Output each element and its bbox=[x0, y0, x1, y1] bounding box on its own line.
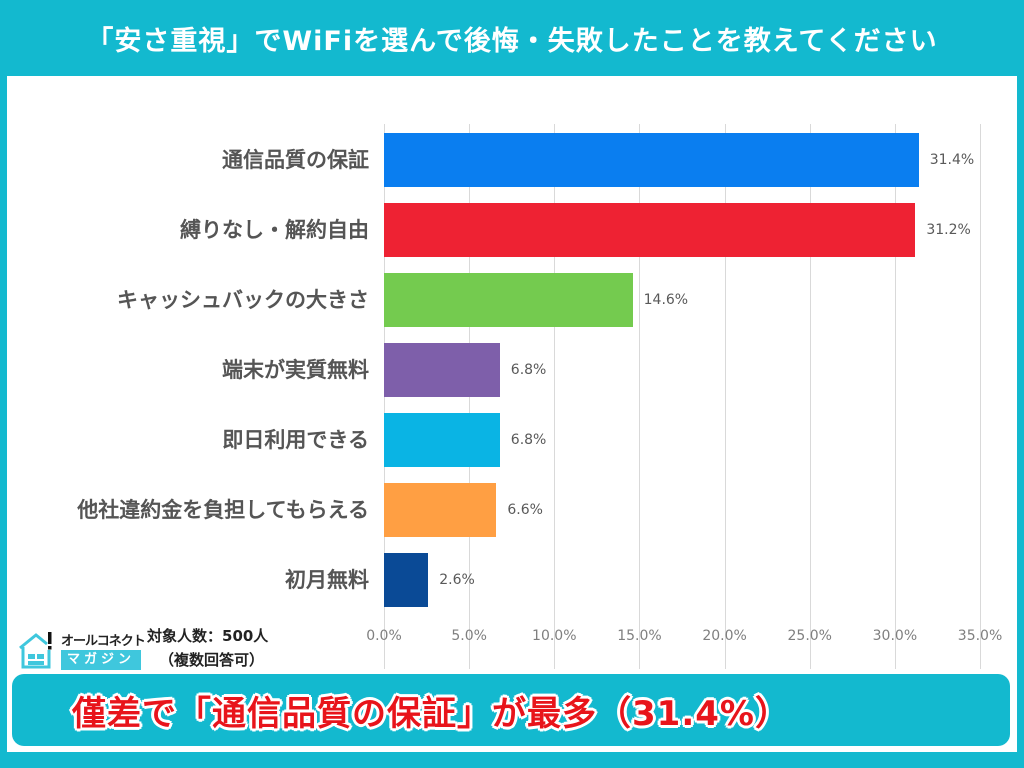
value-label: 6.8% bbox=[510, 362, 547, 378]
gridline bbox=[554, 124, 556, 669]
multiple-answers-note: （複数回答可） bbox=[159, 651, 265, 669]
value-label: 6.8% bbox=[510, 432, 547, 448]
value-label: 31.4% bbox=[929, 152, 975, 168]
category-label: 初月無料 bbox=[285, 568, 369, 592]
bar bbox=[384, 553, 429, 607]
value-label: 14.6% bbox=[643, 292, 689, 308]
gridline bbox=[639, 124, 641, 669]
category-label: 縛りなし・解約自由 bbox=[180, 218, 369, 242]
x-axis-tick-label: 10.0% bbox=[532, 628, 577, 644]
gridline bbox=[724, 124, 726, 669]
value-label: 2.6% bbox=[439, 572, 475, 588]
sample-size: 対象人数：500人 bbox=[147, 627, 269, 645]
gridline bbox=[809, 124, 811, 669]
x-axis-tick-label: 0.0% bbox=[366, 628, 402, 644]
bar bbox=[384, 203, 916, 257]
bar bbox=[384, 413, 500, 467]
gridline bbox=[980, 124, 982, 669]
brand-logo: オールコネクト マガジン bbox=[17, 626, 157, 676]
bar bbox=[384, 273, 633, 327]
bar-chart: 0.0% 5.0% 10.0% 15.0% 20.0% 25.0% 30.0% 35.0% 通信… bbox=[7, 76, 1017, 752]
category-label: 他社違約金を負担してもらえる bbox=[77, 498, 369, 522]
bar bbox=[384, 483, 497, 537]
value-label: 31.2% bbox=[926, 222, 971, 238]
chart-title-header: 「安さ重視」でWiFiを選んで後悔・失敗したことを教えてください bbox=[0, 0, 1024, 76]
logo-text-bottom: マガジン bbox=[61, 650, 141, 670]
summary-banner: 僅差で「通信品質の保証」が最多（31.4%） bbox=[12, 674, 1010, 746]
chart-card: 0.0% 5.0% 10.0% 15.0% 20.0% 25.0% 30.0% 35.0% 通信… bbox=[7, 76, 1017, 752]
value-label: 6.6% bbox=[507, 502, 543, 518]
bar bbox=[384, 133, 919, 187]
sample-size-note: 対象人数：500人 （複数回答可） bbox=[147, 624, 268, 672]
category-label: キャッシュバックの大きさ bbox=[117, 288, 369, 312]
x-axis-tick-label: 5.0% bbox=[451, 628, 487, 644]
x-axis-tick-label: 25.0% bbox=[787, 628, 832, 644]
gridline bbox=[894, 124, 896, 669]
x-axis-tick-label: 35.0% bbox=[957, 628, 1003, 644]
x-axis-tick-label: 20.0% bbox=[702, 628, 747, 644]
logo-text-top: オールコネクト bbox=[61, 634, 146, 649]
chart-title: 「安さ重視」でWiFiを選んで後悔・失敗したことを教えてください bbox=[86, 25, 938, 57]
house-logo-icon bbox=[19, 632, 52, 669]
x-axis-tick-label: 15.0% bbox=[617, 628, 662, 644]
x-axis-tick-label: 30.0% bbox=[872, 628, 918, 644]
category-label: 即日利用できる bbox=[222, 428, 369, 452]
summary-text: 僅差で「通信品質の保証」が最多（31.4%） bbox=[72, 693, 790, 734]
bar bbox=[384, 343, 500, 397]
category-label: 通信品質の保証 bbox=[222, 148, 369, 172]
category-label: 端末が実質無料 bbox=[222, 358, 369, 382]
